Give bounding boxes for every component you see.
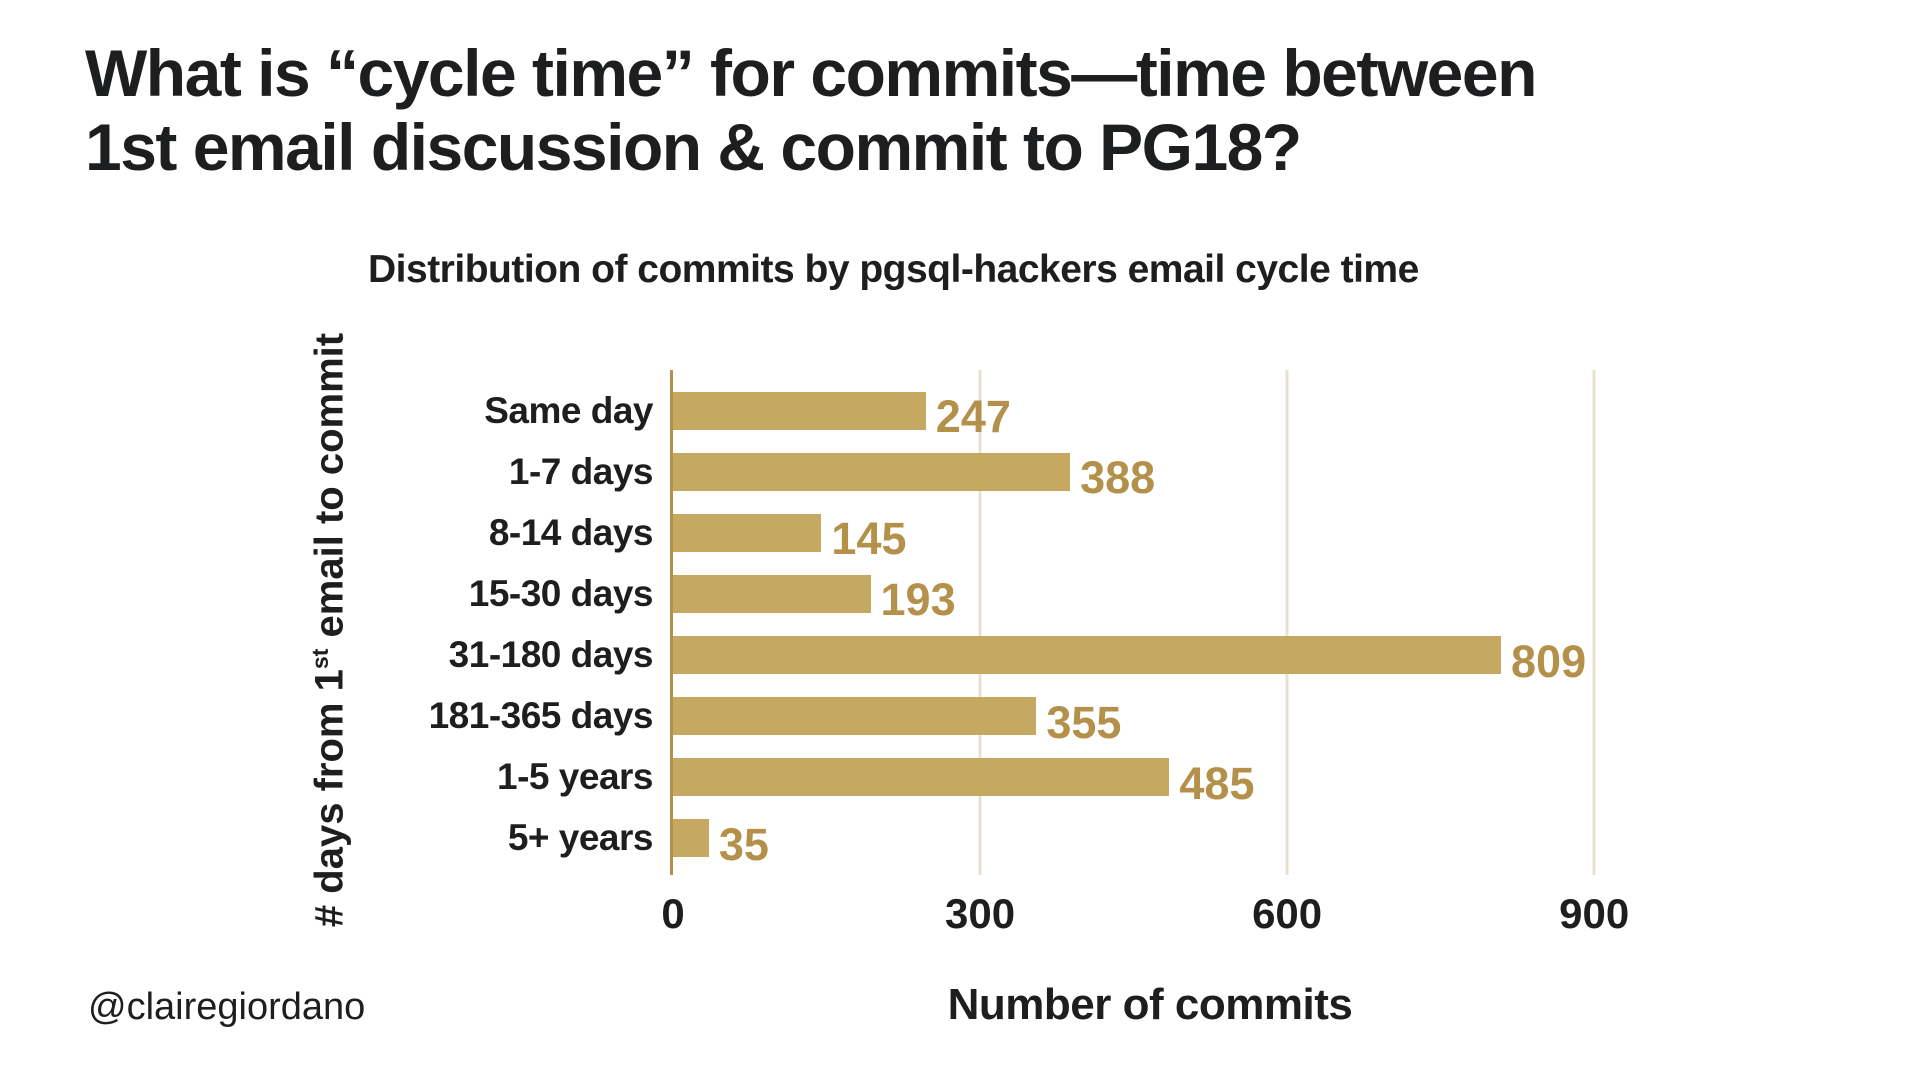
bar-rows: Same day 247 1-7 days 388 8-14 days 145 15-30 … xyxy=(429,370,1630,875)
bar xyxy=(673,758,1170,797)
x-tick-label: 0 xyxy=(661,890,685,937)
category-label: 1-5 years xyxy=(497,756,653,798)
bar-row: 31-180 days 809 xyxy=(449,625,1630,687)
y-axis-label-superscript: st xyxy=(307,648,334,670)
category-label: 15-30 days xyxy=(468,572,654,614)
gridline xyxy=(1285,370,1289,875)
value-label: 355 xyxy=(1046,696,1122,748)
gridline xyxy=(1592,370,1596,875)
category-label: 181-365 days xyxy=(428,695,654,737)
gridline xyxy=(978,370,982,875)
bar xyxy=(673,697,1037,736)
bar-row: 1-5 years 485 xyxy=(497,747,1630,809)
page-title-line1: What is “cycle time” for commits—time be… xyxy=(85,36,1537,110)
chart-title: Distribution of commits by pgsql-hackers… xyxy=(368,248,1419,291)
value-label: 485 xyxy=(1179,757,1255,809)
attribution-handle: @clairegiordano xyxy=(88,986,366,1028)
x-axis-label: Number of commits xyxy=(947,980,1353,1029)
y-axis-label: # days from 1st email to commit xyxy=(307,332,353,928)
bar-row: 8-14 days 145 xyxy=(489,502,1630,565)
bar-row: 15-30 days 193 xyxy=(469,563,1630,626)
value-label: 35 xyxy=(718,818,769,870)
page-title-line2: 1st email discussion & commit to PG18? xyxy=(85,110,1302,184)
page-title: What is “cycle time” for commits—time be… xyxy=(85,36,1537,184)
bar-chart-plot: Same day 247 1-7 days 388 8-14 days 145 15-30 … xyxy=(429,370,1630,935)
bar-row: 1-7 days 388 xyxy=(509,441,1630,504)
bar-row: Same day 247 xyxy=(484,380,1630,443)
y-axis-label-suffix: email to commit xyxy=(307,332,352,649)
category-label: 8-14 days xyxy=(488,511,654,553)
bar xyxy=(673,819,709,858)
value-label: 145 xyxy=(831,513,907,565)
value-label: 193 xyxy=(880,574,956,626)
x-tick-label: 300 xyxy=(945,890,1016,937)
bar xyxy=(673,452,1071,491)
x-tick-label: 600 xyxy=(1252,890,1323,937)
bar xyxy=(673,391,926,430)
value-label: 388 xyxy=(1080,452,1156,504)
value-label: 809 xyxy=(1511,635,1587,687)
category-label: Same day xyxy=(484,389,653,431)
category-label: 5+ years xyxy=(507,817,654,859)
y-axis-label-prefix: # days from 1 xyxy=(307,669,352,928)
bar xyxy=(673,574,871,613)
category-label: 31-180 days xyxy=(448,634,654,676)
bar xyxy=(673,636,1502,675)
bar-row: 5+ years 35 xyxy=(508,808,1630,870)
value-label: 247 xyxy=(935,391,1011,443)
category-label: 1-7 days xyxy=(508,450,654,492)
bar xyxy=(673,513,822,552)
bar-row: 181-365 days 355 xyxy=(429,686,1630,748)
x-tick-label: 900 xyxy=(1559,890,1630,937)
